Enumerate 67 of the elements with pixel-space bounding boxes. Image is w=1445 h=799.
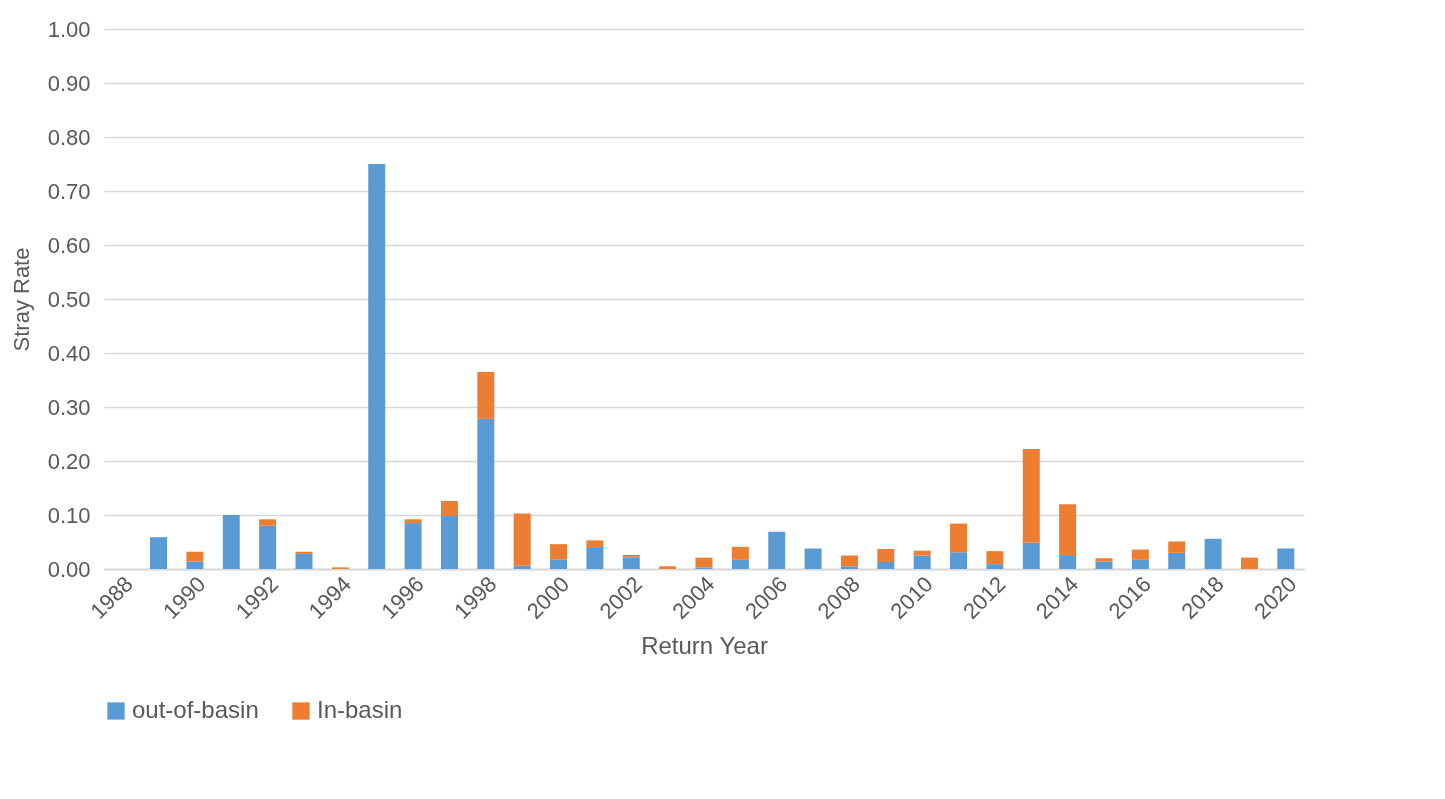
- bar: [404, 523, 422, 569]
- bar: [1168, 541, 1186, 553]
- bar: [622, 557, 640, 569]
- bar: [950, 552, 968, 569]
- bar: [1131, 559, 1149, 569]
- legend-label: out-of-basin: [132, 696, 259, 723]
- bar: [840, 555, 858, 567]
- bar: [622, 554, 640, 558]
- bar: [513, 513, 531, 566]
- y-tick-label: 1.00: [47, 16, 91, 42]
- y-tick-label: 0.30: [47, 394, 91, 420]
- bar: [295, 551, 313, 554]
- bar: [1277, 548, 1295, 569]
- y-tick-label: 0.40: [47, 340, 91, 366]
- bar: [913, 550, 931, 556]
- bar: [368, 164, 386, 569]
- bar: [440, 500, 458, 517]
- bar: [513, 565, 531, 569]
- bar: [186, 561, 204, 569]
- bar: [986, 551, 1004, 565]
- bar: [259, 519, 277, 526]
- y-tick-label: 0.90: [47, 70, 91, 96]
- y-axis-title: Stray Rate: [8, 247, 34, 352]
- y-tick-label: 0.00: [47, 556, 91, 582]
- bar: [1059, 556, 1077, 569]
- bar: [186, 551, 204, 562]
- y-tick-label: 0.20: [47, 448, 91, 474]
- bar: [1095, 561, 1113, 569]
- legend-label: In-basin: [317, 696, 403, 723]
- bar: [586, 547, 604, 569]
- bar: [695, 557, 713, 568]
- bar: [1240, 557, 1258, 569]
- bar: [1059, 504, 1077, 557]
- bar: [586, 540, 604, 548]
- bar: [877, 549, 895, 562]
- bar: [1131, 549, 1149, 560]
- bar: [659, 566, 677, 569]
- bar: [768, 531, 786, 569]
- bar: [477, 371, 495, 419]
- bar: [877, 561, 895, 569]
- bar: [1204, 538, 1222, 569]
- bar: [731, 546, 749, 560]
- y-tick-label: 0.70: [47, 178, 91, 204]
- bar: [477, 418, 495, 569]
- bar: [986, 564, 1004, 569]
- bar: [550, 559, 568, 569]
- bar: [950, 523, 968, 553]
- bar: [913, 555, 931, 569]
- bar: [1022, 542, 1040, 569]
- bar: [1168, 552, 1186, 569]
- y-tick-label: 0.50: [47, 286, 91, 312]
- bar: [804, 548, 822, 569]
- bar: [440, 516, 458, 569]
- x-axis-title: Return Year: [641, 631, 768, 659]
- bar: [840, 566, 858, 569]
- bar: [1022, 449, 1040, 543]
- bar: [550, 544, 568, 560]
- bar: [222, 515, 240, 569]
- y-tick-label: 0.10: [47, 502, 91, 528]
- bar: [404, 519, 422, 524]
- bar: [295, 553, 313, 569]
- bar: [259, 525, 277, 569]
- bar: [731, 559, 749, 569]
- bar: [1095, 558, 1113, 562]
- bar: [150, 537, 168, 569]
- y-tick-label: 0.80: [47, 124, 91, 150]
- y-tick-label: 0.60: [47, 232, 91, 258]
